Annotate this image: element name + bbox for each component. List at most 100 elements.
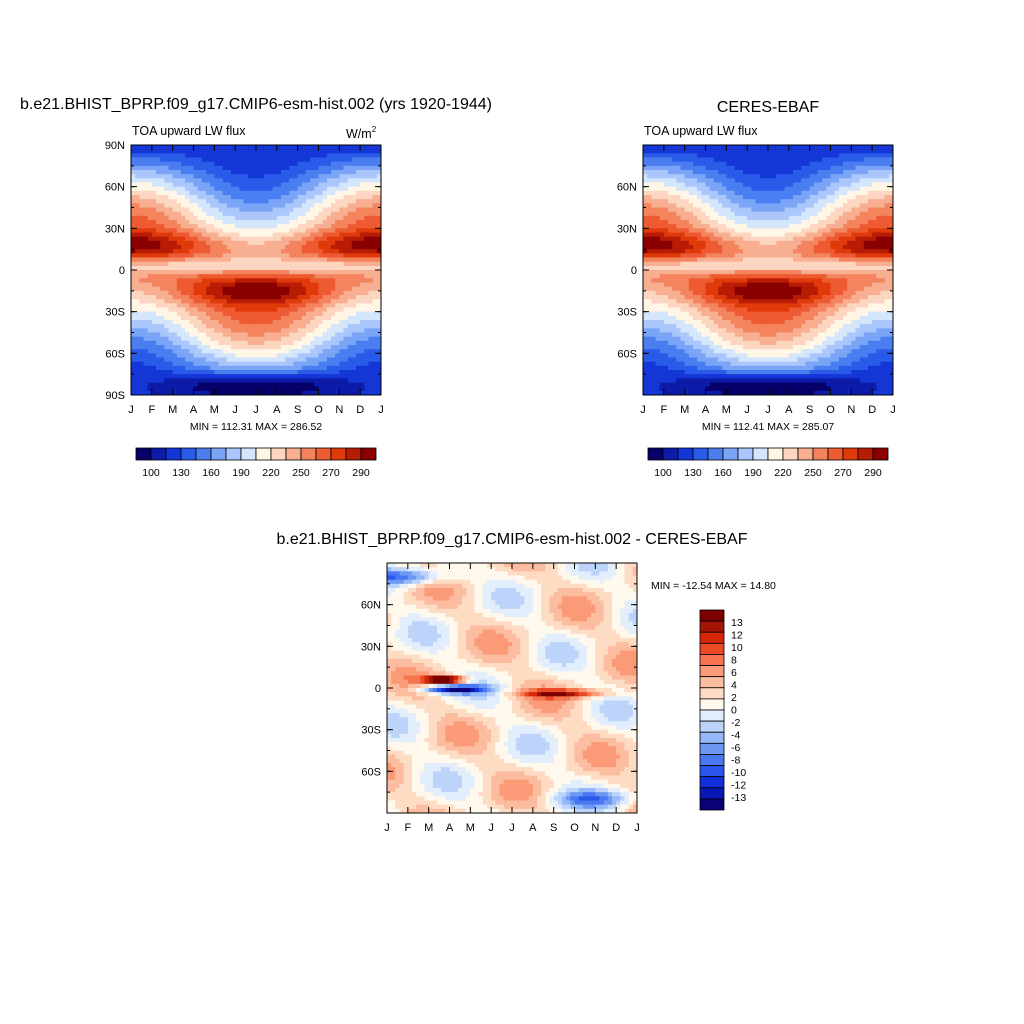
- heatmap-cell: [738, 182, 744, 188]
- heatmap-cell: [210, 320, 215, 325]
- heatmap-cell: [859, 186, 865, 192]
- heatmap-cell: [281, 295, 286, 300]
- heatmap-cell: [747, 178, 752, 184]
- heatmap-cell: [168, 378, 174, 384]
- heatmap-cell: [335, 357, 340, 363]
- heatmap-cell: [256, 299, 261, 304]
- heatmap-cell: [172, 349, 178, 354]
- heatmap-cell: [251, 340, 257, 346]
- heatmap-cell: [226, 315, 232, 321]
- heatmap-cell: [289, 278, 295, 284]
- heatmap-cell: [226, 199, 232, 204]
- heatmap-cell: [201, 261, 207, 267]
- heatmap-cell: [222, 261, 228, 267]
- heatmap-cell: [306, 278, 311, 284]
- colorbar-swatch: [270, 447, 287, 461]
- heatmap-cell: [135, 165, 140, 171]
- heatmap-cell: [172, 186, 178, 192]
- heatmap-cell: [172, 315, 178, 321]
- heatmap-cell: [160, 374, 165, 379]
- heatmap-cell: [672, 228, 677, 234]
- heatmap-cell: [663, 232, 669, 238]
- heatmap-cell: [156, 345, 161, 350]
- heatmap-cell: [339, 299, 345, 304]
- heatmap-cell: [788, 182, 794, 188]
- heatmap-cell: [147, 203, 153, 209]
- heatmap-cell: [343, 203, 349, 209]
- heatmap-cell: [214, 245, 220, 250]
- heatmap-cell: [181, 374, 186, 379]
- heatmap-cell: [235, 157, 240, 163]
- heatmap-cell: [231, 236, 236, 242]
- heatmap-cell: [185, 290, 190, 296]
- heatmap-cell: [335, 245, 340, 250]
- x-tick-label: A: [190, 404, 198, 416]
- heatmap-cell: [335, 315, 340, 321]
- heatmap-cell: [668, 157, 673, 163]
- heatmap-cell: [663, 195, 669, 200]
- heatmap-cell: [356, 324, 361, 329]
- heatmap-cell: [364, 161, 370, 167]
- heatmap-cell: [759, 165, 765, 171]
- heatmap-cell: [822, 186, 827, 192]
- heatmap-cell: [276, 311, 282, 317]
- heatmap-cell: [360, 336, 365, 342]
- heatmap-cell: [147, 278, 153, 284]
- heatmap-cell: [784, 182, 790, 188]
- heatmap-cell: [880, 228, 886, 234]
- heatmap-cell: [368, 382, 374, 388]
- heatmap-cell: [201, 349, 207, 354]
- heatmap-cell: [326, 340, 332, 346]
- heatmap-cell: [314, 349, 320, 354]
- heatmap-cell: [206, 257, 211, 263]
- heatmap-cell: [743, 186, 748, 192]
- heatmap-cell: [672, 215, 677, 221]
- heatmap-cell: [151, 378, 157, 384]
- heatmap-cell: [251, 211, 257, 217]
- heatmap-cell: [301, 245, 307, 250]
- heatmap-cell: [247, 228, 253, 234]
- colorbar: 100 130 160 190 220 250 270 290: [135, 447, 377, 479]
- heatmap-cell: [335, 165, 340, 171]
- heatmap-cell: [193, 220, 199, 225]
- heatmap-cell: [297, 295, 303, 300]
- heatmap-cell: [306, 203, 311, 209]
- heatmap-cell: [705, 186, 711, 192]
- heatmap-cell: [281, 282, 286, 288]
- heatmap-cell: [776, 149, 782, 154]
- heatmap-cell: [185, 357, 190, 363]
- colorbar-swatch: [300, 447, 317, 461]
- heatmap-cell: [297, 274, 303, 279]
- heatmap-cell: [318, 324, 324, 329]
- heatmap-cell: [151, 290, 157, 296]
- heatmap-cell: [272, 390, 278, 395]
- heatmap-cell: [826, 215, 832, 221]
- heatmap-cell: [206, 228, 211, 234]
- heatmap-cell: [356, 303, 361, 309]
- heatmap-cell: [156, 365, 161, 371]
- heatmap-cell: [272, 236, 278, 242]
- heatmap-cell: [310, 157, 315, 163]
- heatmap-cell: [281, 220, 286, 225]
- heatmap-cell: [360, 203, 365, 209]
- heatmap-cell: [301, 345, 307, 350]
- heatmap-cell: [738, 153, 744, 159]
- heatmap-cell: [322, 378, 328, 384]
- heatmap-cell: [351, 236, 357, 242]
- heatmap-cell: [218, 174, 224, 179]
- heatmap-cell: [135, 153, 140, 159]
- heatmap-cell: [347, 332, 353, 338]
- heatmap-cell: [143, 253, 149, 259]
- heatmap-cell: [289, 386, 295, 392]
- heatmap-cell: [289, 328, 295, 334]
- heatmap-cell: [293, 378, 299, 384]
- heatmap-cell: [364, 324, 370, 329]
- heatmap-cell: [805, 153, 811, 159]
- heatmap-cell: [713, 182, 719, 188]
- heatmap-cell: [356, 174, 361, 179]
- heatmap-cell: [310, 207, 315, 213]
- heatmap-cell: [701, 215, 707, 221]
- heatmap-cell: [285, 386, 290, 392]
- heatmap-cell: [813, 195, 819, 200]
